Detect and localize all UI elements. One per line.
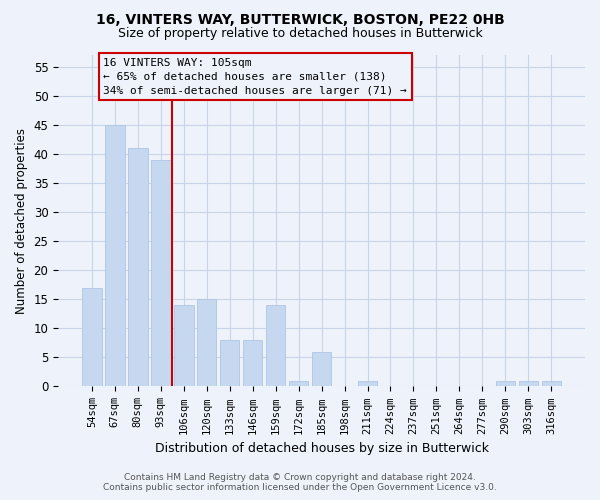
Bar bbox=[82, 288, 101, 386]
Bar bbox=[151, 160, 170, 386]
Bar bbox=[266, 305, 286, 386]
Bar bbox=[358, 380, 377, 386]
Text: Contains HM Land Registry data © Crown copyright and database right 2024.
Contai: Contains HM Land Registry data © Crown c… bbox=[103, 473, 497, 492]
Bar bbox=[105, 125, 125, 386]
Bar bbox=[542, 380, 561, 386]
Bar bbox=[518, 380, 538, 386]
Bar bbox=[243, 340, 262, 386]
Y-axis label: Number of detached properties: Number of detached properties bbox=[15, 128, 28, 314]
Bar bbox=[289, 380, 308, 386]
Text: 16 VINTERS WAY: 105sqm
← 65% of detached houses are smaller (138)
34% of semi-de: 16 VINTERS WAY: 105sqm ← 65% of detached… bbox=[103, 58, 407, 96]
Bar bbox=[197, 299, 217, 386]
Bar bbox=[312, 352, 331, 386]
Bar bbox=[128, 148, 148, 386]
X-axis label: Distribution of detached houses by size in Butterwick: Distribution of detached houses by size … bbox=[155, 442, 488, 455]
Bar bbox=[174, 305, 194, 386]
Bar bbox=[496, 380, 515, 386]
Text: 16, VINTERS WAY, BUTTERWICK, BOSTON, PE22 0HB: 16, VINTERS WAY, BUTTERWICK, BOSTON, PE2… bbox=[95, 12, 505, 26]
Bar bbox=[220, 340, 239, 386]
Text: Size of property relative to detached houses in Butterwick: Size of property relative to detached ho… bbox=[118, 28, 482, 40]
